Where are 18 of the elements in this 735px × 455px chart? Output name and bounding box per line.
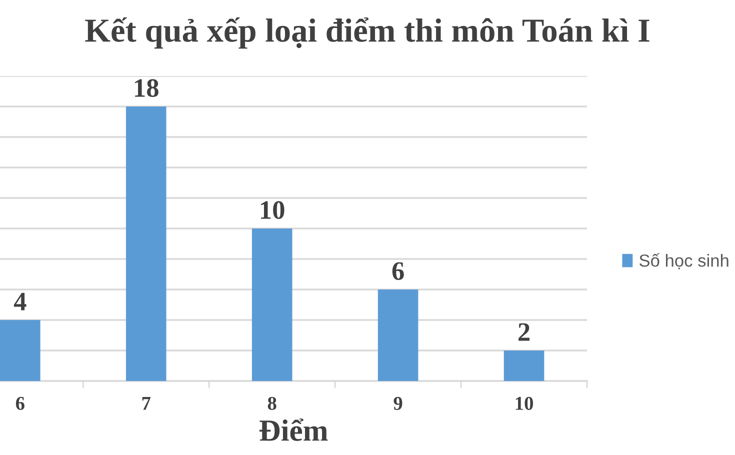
x-tick-label: 6 — [16, 396, 24, 410]
bar — [0, 320, 40, 381]
data-label: 4 — [14, 292, 26, 310]
bar — [504, 350, 544, 381]
bar — [378, 290, 418, 381]
data-label: 10 — [261, 201, 284, 219]
x-tick-label: 10 — [516, 396, 533, 410]
bar — [126, 106, 166, 381]
chart-title: Kết quả xếp loại điểm thi môn Toán kì I — [85, 17, 650, 49]
x-tick-label: 8 — [268, 396, 276, 410]
legend-label: Số học sinh — [640, 253, 728, 270]
x-axis-title: Điểm — [259, 418, 328, 441]
data-label: 6 — [392, 262, 404, 280]
x-tick-label: 7 — [142, 397, 151, 410]
x-tick-label: 9 — [394, 396, 402, 410]
data-label: 18 — [135, 79, 158, 97]
data-label: 2 — [518, 323, 530, 341]
bar — [252, 228, 292, 381]
